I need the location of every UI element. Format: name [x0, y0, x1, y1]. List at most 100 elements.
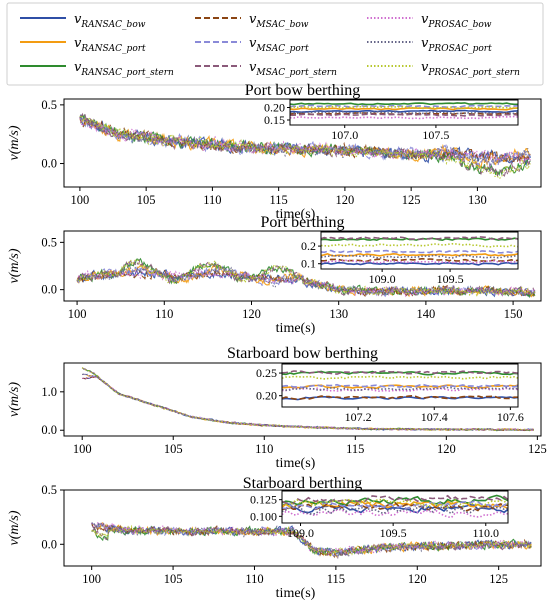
series-line-3 — [79, 117, 531, 164]
inset-series-line-3 — [290, 112, 518, 116]
legend: vRANSAC_bowvRANSAC_portvRANSAC_port_ster… — [6, 2, 544, 86]
legend-entry-7: vPROSAC_port — [421, 36, 492, 54]
inset-series-lines — [282, 370, 518, 401]
series-line-8 — [76, 258, 536, 297]
x-tick-label: 140 — [417, 307, 436, 321]
x-tick-label: 150 — [504, 307, 523, 321]
inset-series-lines — [321, 236, 518, 266]
series-lines — [76, 257, 536, 299]
series-line-1 — [79, 115, 531, 170]
series-line-3 — [76, 268, 536, 298]
y-tick-label: 0.0 — [41, 283, 57, 297]
series-line-8 — [91, 524, 532, 557]
x-axis-label: time(s) — [276, 207, 316, 222]
series-line-8 — [81, 367, 534, 432]
chart-title: Starboard bow berthing — [227, 345, 378, 362]
inset-x-tick-label: 107.2 — [345, 410, 372, 424]
series-lines — [81, 367, 535, 432]
y-tick-label: 0.0 — [41, 537, 57, 551]
chart-panel-0: Port bow berthing 100 105 110 115 120 125 130 0.… — [7, 82, 542, 222]
inset-series-line-5 — [282, 494, 508, 505]
inset-series-line-7 — [282, 386, 518, 392]
inset-series-line-5 — [282, 370, 518, 375]
legend-symbol: v — [74, 60, 82, 75]
inset-y-tick-label: 0.20 — [264, 101, 285, 115]
legend-symbol: v — [421, 36, 429, 51]
legend-symbol: v — [74, 36, 82, 51]
legend-symbol: v — [249, 60, 257, 75]
x-tick-label: 115 — [346, 442, 364, 456]
inset-series-lines — [290, 102, 518, 120]
series-line-7 — [79, 115, 531, 168]
x-tick-label: 125 — [402, 193, 421, 207]
inset-series-line-0 — [290, 109, 518, 114]
legend-subscript: RANSAC_port — [80, 44, 146, 54]
inset-panel: 107.0 107.5 0.150.20 — [264, 99, 519, 142]
inset-x-tick-label: 107.5 — [422, 128, 449, 142]
legend-symbol: v — [421, 12, 429, 27]
y-tick-label: 0.5 — [41, 98, 57, 112]
inset-y-tick-label: 0.125 — [250, 493, 277, 507]
inset-x-tick-label: 109.5 — [437, 272, 464, 286]
legend-entry-4: vMSAC_port — [249, 36, 309, 54]
x-tick-label: 110 — [155, 307, 173, 321]
legend-frame — [6, 2, 544, 86]
inset-panel: 109.0 109.5 0.1 0.2 — [301, 231, 519, 286]
legend-subscript: MSAC_bow — [255, 20, 308, 30]
inset-x-tick-label: 109.5 — [380, 526, 407, 540]
plot-frame — [63, 230, 542, 302]
inset-frame — [281, 363, 519, 408]
x-tick-label: 130 — [468, 193, 487, 207]
chart-title: Port berthing — [261, 214, 345, 231]
legend-entry-3: vMSAC_bow — [249, 12, 309, 30]
plot-frame — [63, 98, 542, 188]
legend-symbol: v — [421, 60, 429, 75]
inset-series-line-4 — [321, 249, 518, 254]
inset-y-tick-label: 0.2 — [301, 239, 316, 253]
x-tick-label: 120 — [336, 193, 355, 207]
inset-frame — [320, 231, 519, 270]
x-tick-label: 120 — [242, 307, 261, 321]
x-tick-label: 100 — [73, 442, 92, 456]
x-axis-label: time(s) — [276, 456, 316, 471]
inset-y-tick-label: 0.25 — [256, 366, 277, 380]
inset-frame — [281, 490, 509, 524]
inset-series-line-2 — [290, 102, 518, 106]
legend-symbol: v — [249, 36, 257, 51]
legend-subscript: MSAC_port_stern — [255, 68, 337, 78]
x-tick-label: 130 — [329, 307, 348, 321]
legend-symbol: v — [74, 12, 82, 27]
y-tick-label: 0.0 — [41, 157, 57, 171]
inset-x-tick-label: 109.0 — [369, 272, 396, 286]
legend-symbol: v — [249, 12, 257, 27]
inset-y-tick-label: 0.1 — [301, 257, 316, 271]
legend-entry-5: vMSAC_port_stern — [249, 60, 337, 78]
y-axis-label: v(m/s) — [7, 382, 22, 417]
x-tick-label: 110 — [245, 572, 263, 586]
x-axis-label: time(s) — [276, 321, 316, 336]
inset-series-line-3 — [282, 394, 518, 401]
series-line-7 — [91, 521, 532, 559]
chart-title: Starboard berthing — [243, 475, 363, 492]
x-tick-label: 110 — [203, 193, 221, 207]
legend-subscript: PROSAC_port — [427, 44, 492, 54]
inset-series-line-5 — [290, 113, 518, 117]
x-tick-label: 120 — [437, 442, 456, 456]
inset-panel: 109.0 109.5 110.0 0.100 0.125 — [250, 490, 509, 540]
x-tick-label: 110 — [255, 442, 273, 456]
inset-series-line-8 — [282, 375, 518, 380]
legend-entry-2: vRANSAC_port_stern — [74, 60, 174, 78]
plot-frame — [63, 489, 542, 567]
inset-series-line-1 — [290, 107, 518, 111]
series-line-3 — [91, 522, 532, 559]
series-line-5 — [91, 524, 532, 557]
x-tick-label: 100 — [68, 307, 87, 321]
chart-panel-1: Port berthing 100 110 120 130 140 150 0.0 0.5 tim… — [7, 214, 542, 336]
y-tick-label: 1.0 — [41, 385, 57, 399]
x-tick-label: 105 — [164, 572, 183, 586]
series-line-4 — [76, 264, 536, 298]
chart-panel-2: Starboard bow berthing 100 105 110 115 120 125… — [7, 345, 547, 471]
inset-series-line-3 — [321, 257, 518, 263]
legend-entry-6: vPROSAC_bow — [421, 12, 492, 30]
